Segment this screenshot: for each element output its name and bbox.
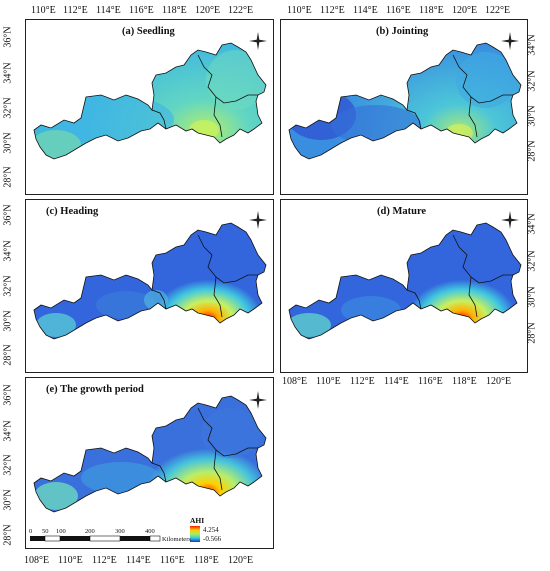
tick: 112°E <box>92 555 117 566</box>
tick: 108°E <box>282 376 308 387</box>
map-b <box>288 42 522 160</box>
tick: 30°N <box>2 489 14 511</box>
tick: 112°E <box>320 5 345 16</box>
scale-label-200: 200 <box>85 528 95 535</box>
tick: 120°E <box>452 5 478 16</box>
panel-title-c: (c) Heading <box>46 206 99 217</box>
tick: 116°E <box>160 555 185 566</box>
map-e <box>30 395 267 542</box>
scale-label-400: 400 <box>145 528 155 535</box>
tick: 108°E <box>24 555 50 566</box>
scale-unit: Kilometers <box>162 536 191 543</box>
tick: 28°N <box>2 166 14 188</box>
north-arrow-icon <box>248 31 268 51</box>
tick: 34°N <box>2 62 14 84</box>
tick: 30°N <box>2 310 14 332</box>
tick: 28°N <box>526 140 538 162</box>
tick: 32°N <box>2 97 14 119</box>
tick: 120°E <box>228 555 254 566</box>
tick: 32°N <box>526 70 538 92</box>
north-arrow-icon <box>248 210 268 230</box>
legend-ramp <box>190 526 200 542</box>
tick: 110°E <box>287 5 312 16</box>
tick: 34°N <box>526 213 538 235</box>
tick: 120°E <box>195 5 221 16</box>
tick: 114°E <box>96 5 121 16</box>
tick: 28°N <box>2 524 14 546</box>
tick: 116°E <box>418 376 443 387</box>
tick: 34°N <box>2 240 14 262</box>
legend-title: AHI <box>190 516 205 525</box>
legend-min: -0.566 <box>203 535 222 543</box>
tick: 28°N <box>526 322 538 344</box>
north-arrow-icon <box>500 31 520 51</box>
panel-title-b: (b) Jointing <box>376 26 429 37</box>
map-panel-e: (e) The growth period AHI 4.254 -0.566 0… <box>25 377 274 549</box>
tick: 118°E <box>452 376 477 387</box>
tick: 112°E <box>63 5 88 16</box>
tick: 30°N <box>526 286 538 308</box>
tick: 34°N <box>2 420 14 442</box>
tick: 32°N <box>526 250 538 272</box>
tick: 110°E <box>31 5 56 16</box>
scale-bar <box>30 535 161 542</box>
tick: 114°E <box>353 5 378 16</box>
tick: 114°E <box>126 555 151 566</box>
tick: 118°E <box>194 555 219 566</box>
tick: 36°N <box>2 384 14 406</box>
tick: 120°E <box>486 376 512 387</box>
panel-title-a: (a) Seedling <box>122 26 175 37</box>
tick: 32°N <box>2 454 14 476</box>
panel-title-d: (d) Mature <box>377 206 427 217</box>
map-c <box>33 222 267 340</box>
north-arrow-icon <box>500 210 520 230</box>
scale-label-50: 50 <box>42 528 49 535</box>
panel-title-e: (e) The growth period <box>46 384 144 395</box>
tick: 122°E <box>485 5 511 16</box>
map-panel-d: (d) Mature <box>280 199 528 373</box>
legend-max: 4.254 <box>203 526 219 534</box>
map-panel-a: (a) Seedling <box>25 19 274 195</box>
scale-label-0: 0 <box>29 528 33 535</box>
tick: 112°E <box>350 376 375 387</box>
tick: 114°E <box>384 376 409 387</box>
tick: 30°N <box>2 132 14 154</box>
tick: 116°E <box>386 5 411 16</box>
tick: 28°N <box>2 344 14 366</box>
tick: 30°N <box>526 105 538 127</box>
scale-label-300: 300 <box>115 528 125 535</box>
tick: 36°N <box>2 204 14 226</box>
north-arrow-icon <box>248 390 268 410</box>
tick: 118°E <box>162 5 187 16</box>
tick: 110°E <box>58 555 83 566</box>
scale-label-100: 100 <box>56 528 66 535</box>
tick: 32°N <box>2 275 14 297</box>
tick: 118°E <box>419 5 444 16</box>
tick: 36°N <box>2 26 14 48</box>
map-panel-b: (b) Jointing <box>280 19 528 195</box>
tick: 116°E <box>129 5 154 16</box>
map-panel-c: (c) Heading <box>25 199 274 373</box>
tick: 34°N <box>526 34 538 56</box>
tick: 122°E <box>228 5 254 16</box>
map-d <box>288 222 522 340</box>
map-a <box>33 42 267 160</box>
tick: 110°E <box>316 376 341 387</box>
